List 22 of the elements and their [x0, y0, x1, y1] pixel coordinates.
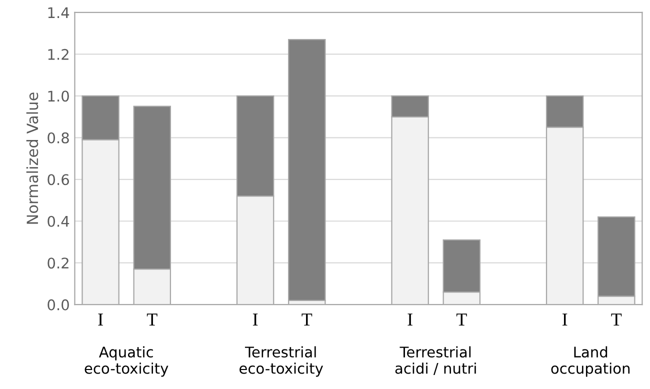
x-tick-label: T	[611, 314, 622, 326]
x-tick-label: T	[456, 314, 467, 326]
y-tick-label: 0.8	[48, 132, 69, 144]
y-tick-label: 0.2	[48, 258, 68, 269]
x-tick-label: I	[562, 314, 568, 326]
x-tick-label: I	[408, 314, 412, 326]
y-axis-title: Normalized Value	[26, 92, 38, 224]
x-tick-label: T	[146, 314, 158, 326]
text: Terrestrial eco-toxicity	[240, 346, 324, 377]
y-tick-label: 1.0	[48, 90, 69, 102]
x-tick-label: I	[252, 314, 258, 326]
text: Aquatic eco-toxicity	[84, 346, 168, 377]
text: Land occupation	[551, 346, 630, 377]
x-tick-label: I	[98, 314, 103, 326]
x-tick-label: T	[302, 314, 312, 326]
bar	[288, 39, 326, 301]
y-tick-label: 0.6	[48, 174, 69, 186]
y-tick-label: 1.2	[48, 48, 68, 60]
text: Terrestrial acidi / nutri	[395, 346, 476, 376]
y-tick-label: 1.4	[48, 7, 70, 18]
y-tick-label: 0.0	[48, 299, 69, 310]
y-tick-label: 0.4	[48, 216, 70, 227]
